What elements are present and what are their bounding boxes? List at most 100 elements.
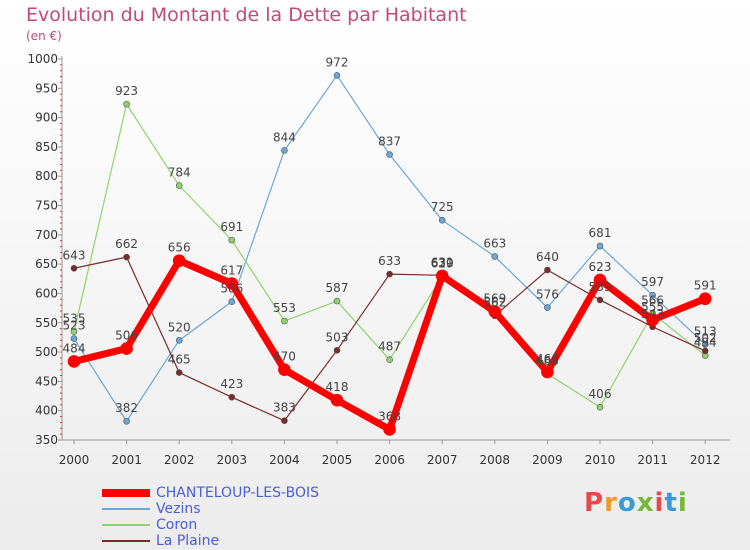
data-label-2: 691 <box>220 220 243 234</box>
data-label-3: 543 <box>641 307 664 321</box>
data-label-3: 589 <box>589 280 612 294</box>
series-point-0 <box>646 313 659 327</box>
data-label-0: 418 <box>326 380 349 394</box>
data-label-2: 463 <box>536 354 559 368</box>
series-point-2 <box>596 403 604 411</box>
series-point-0 <box>435 269 449 283</box>
legend-item: Coron <box>102 517 319 533</box>
data-label-2: 494 <box>694 336 717 350</box>
y-tick-label: 900 <box>35 111 58 125</box>
data-label-1: 663 <box>483 237 506 251</box>
series-point-0 <box>698 292 712 306</box>
series-point-1 <box>491 253 499 260</box>
series-point-3 <box>175 369 183 376</box>
proxiti-logo: Proxiti <box>584 488 688 518</box>
series-point-2 <box>281 317 288 325</box>
series-point-1 <box>123 417 130 425</box>
y-tick-label: 350 <box>35 433 58 447</box>
data-label-2: 535 <box>63 312 86 326</box>
legend-swatch <box>102 489 150 497</box>
series-point-0 <box>120 342 133 355</box>
series-point-2 <box>123 100 130 108</box>
data-label-1: 681 <box>589 226 612 240</box>
x-tick-label: 2009 <box>532 453 563 467</box>
legend-label: Vezins <box>156 501 201 517</box>
series-point-1 <box>228 298 236 305</box>
chart-subtitle: (en €) <box>26 29 62 43</box>
y-tick-label: 550 <box>35 316 58 330</box>
data-label-0: 470 <box>273 350 296 364</box>
data-label-3: 502 <box>694 331 717 345</box>
series-point-1 <box>175 337 183 344</box>
legend-swatch <box>102 508 150 510</box>
data-label-0: 506 <box>115 329 138 343</box>
data-label-3: 465 <box>168 353 191 367</box>
data-label-1: 725 <box>431 200 454 214</box>
series-point-3 <box>333 347 341 354</box>
legend-item: La Plaine <box>102 533 319 549</box>
series-point-0 <box>278 363 291 376</box>
x-tick-label: 2000 <box>59 453 90 467</box>
series-point-1 <box>649 291 656 299</box>
x-tick-label: 2004 <box>269 453 300 467</box>
data-label-3: 662 <box>115 237 138 251</box>
x-tick-label: 2012 <box>690 453 721 467</box>
series-point-1 <box>596 242 604 250</box>
legend-label: La Plaine <box>156 533 220 549</box>
data-label-3: 633 <box>378 254 401 268</box>
x-tick-label: 2007 <box>427 453 458 467</box>
series-point-1 <box>281 147 288 154</box>
data-label-3: 643 <box>63 248 86 262</box>
y-tick-label: 950 <box>35 81 58 95</box>
x-tick-label: 2001 <box>111 453 142 467</box>
series-point-0 <box>593 273 607 287</box>
legend-item: Vezins <box>102 501 319 517</box>
x-tick-label: 2008 <box>480 453 511 467</box>
data-label-1: 520 <box>168 320 191 334</box>
data-label-2: 566 <box>641 293 664 307</box>
data-label-0: 484 <box>63 341 86 355</box>
series-point-1 <box>333 72 341 79</box>
series-point-1 <box>386 151 393 158</box>
data-label-0: 623 <box>589 260 612 274</box>
logo-letter: r <box>604 488 618 518</box>
series-point-2 <box>228 236 236 244</box>
data-label-0: 555 <box>641 300 664 314</box>
data-label-1: 576 <box>536 288 559 302</box>
series-point-0 <box>488 305 502 318</box>
logo-letter: t <box>664 488 678 518</box>
series-point-0 <box>67 355 81 368</box>
data-label-0: 656 <box>168 241 191 255</box>
data-label-1: 513 <box>694 324 717 338</box>
series-point-3 <box>386 270 393 278</box>
series-point-0 <box>383 423 396 436</box>
data-label-2: 923 <box>115 84 138 98</box>
data-label-0: 569 <box>483 292 506 306</box>
series-point-0 <box>541 365 554 379</box>
series-point-3 <box>701 347 709 355</box>
data-label-0: 617 <box>220 263 243 277</box>
series-point-3 <box>596 296 604 304</box>
x-tick-label: 2005 <box>322 453 353 467</box>
legend-label: Coron <box>156 517 198 533</box>
logo-letter: i <box>654 488 665 518</box>
series-point-1 <box>544 304 551 311</box>
data-label-2: 553 <box>273 301 296 315</box>
legend-label: CHANTELOUP-LES-BOIS <box>156 485 319 501</box>
series-point-3 <box>228 393 236 401</box>
x-tick-label: 2011 <box>637 453 668 467</box>
y-tick-label: 450 <box>35 374 58 388</box>
logo-letter: o <box>617 488 637 518</box>
data-label-1: 586 <box>220 282 243 296</box>
chart-title: Evolution du Montant de la Dette par Hab… <box>26 4 467 26</box>
series-point-1 <box>70 335 78 342</box>
series-point-0 <box>225 277 239 290</box>
series-point-2 <box>70 328 78 335</box>
data-label-0: 466 <box>536 352 559 366</box>
series-point-1 <box>438 216 446 224</box>
series-point-1 <box>701 341 709 348</box>
legend-item: CHANTELOUP-LES-BOIS <box>102 485 319 501</box>
legend-swatch <box>102 524 150 526</box>
